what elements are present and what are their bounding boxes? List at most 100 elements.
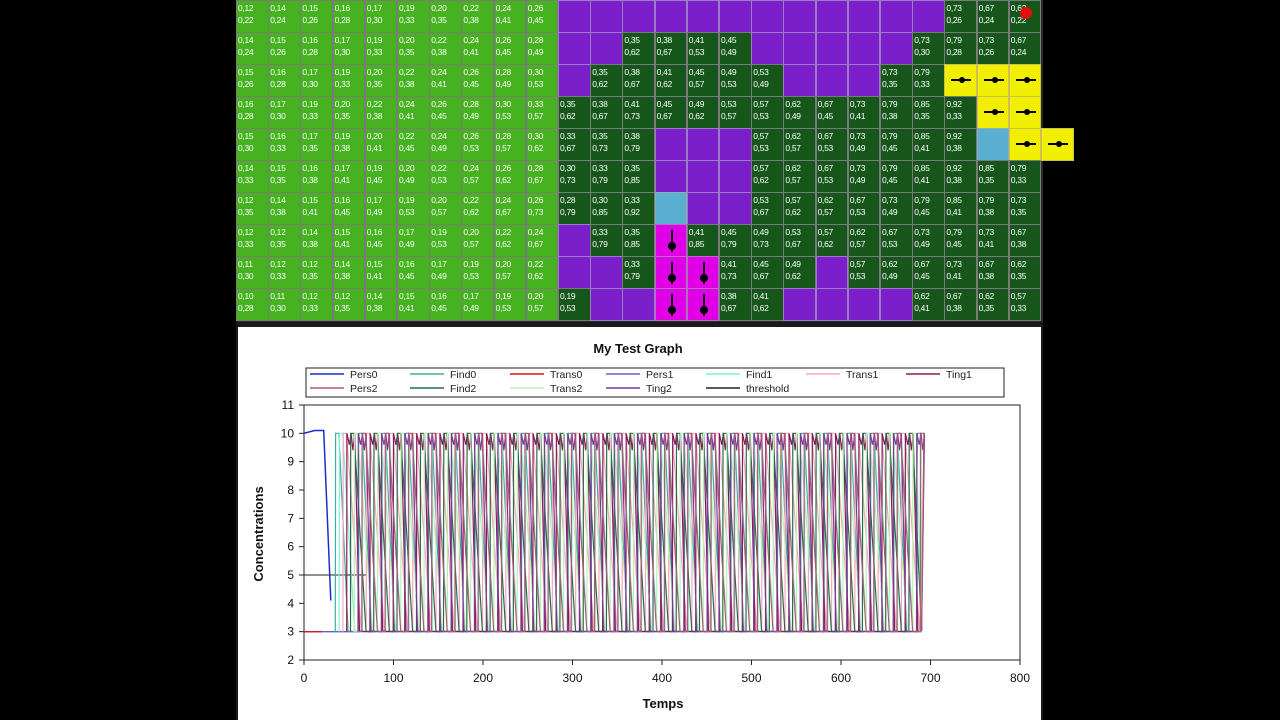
grid-cell[interactable]: 0,67 0,38: [944, 288, 978, 321]
grid-cell[interactable]: 0,12 0,35: [268, 224, 301, 257]
grid-cell[interactable]: 0,38 0,67: [719, 288, 752, 321]
grid-cell[interactable]: 0,20 0,49: [397, 160, 430, 193]
grid-cell[interactable]: [622, 0, 656, 33]
grid-cell[interactable]: [590, 0, 623, 33]
grid-cell[interactable]: 0,62 0,57: [847, 224, 881, 257]
grid-cell[interactable]: 0,62 0,57: [783, 128, 817, 161]
grid-cell[interactable]: [815, 288, 849, 321]
grid-cell[interactable]: 0,53 0,49: [751, 64, 784, 97]
grid-cell[interactable]: 0,73 0,30: [912, 32, 945, 65]
grid-cell[interactable]: 0,57 0,53: [847, 256, 881, 289]
grid-cell[interactable]: [847, 64, 881, 97]
grid-cell[interactable]: 0,62 0,35: [976, 288, 1010, 321]
grid-cell[interactable]: [976, 128, 1010, 161]
grid-cell[interactable]: 0,45 0,67: [751, 256, 784, 289]
grid-cell[interactable]: 0,20 0,57: [429, 192, 462, 225]
grid-cell[interactable]: 0,85 0,35: [912, 96, 945, 129]
grid-cell[interactable]: 0,41 0,85: [686, 224, 720, 257]
grid-cell[interactable]: 0,73 0,49: [847, 128, 881, 161]
grid-cell[interactable]: 0,49 0,53: [719, 64, 752, 97]
grid-cell[interactable]: 0,38 0,67: [590, 96, 623, 129]
grid-cell[interactable]: 0,11 0,30: [236, 256, 269, 289]
grid-cell[interactable]: 0,14 0,38: [332, 256, 366, 289]
grid-cell[interactable]: 0,15 0,30: [236, 128, 269, 161]
grid-cell[interactable]: 0,28 0,49: [461, 96, 495, 129]
grid-cell[interactable]: [622, 288, 656, 321]
grid-cell[interactable]: [751, 32, 784, 65]
grid-cell[interactable]: 0,22 0,38: [429, 32, 462, 65]
grid-cell[interactable]: [719, 192, 752, 225]
grid-cell[interactable]: 0,92 0,33: [944, 96, 978, 129]
grid-cell[interactable]: 0,67 0,53: [847, 192, 881, 225]
grid-cell[interactable]: 0,24 0,57: [461, 160, 495, 193]
grid-cell[interactable]: 0,33 0,92: [622, 192, 656, 225]
grid-cell[interactable]: 0,79 0,45: [880, 128, 913, 161]
grid-cell[interactable]: 0,16 0,33: [268, 128, 301, 161]
grid-cell[interactable]: 0,26 0,73: [525, 192, 559, 225]
grid-cell[interactable]: 0,12 0,35: [300, 256, 334, 289]
grid-cell[interactable]: 0,57 0,62: [783, 192, 817, 225]
grid-cell[interactable]: 0,28 0,67: [525, 160, 559, 193]
grid-cell[interactable]: 0,45 0,57: [686, 64, 720, 97]
grid-cell[interactable]: 0,33 0,79: [590, 224, 623, 257]
grid-cell[interactable]: [944, 64, 978, 97]
grid-cell[interactable]: 0,38 0,79: [622, 128, 656, 161]
grid-cell[interactable]: 0,26 0,45: [429, 96, 462, 129]
grid-cell[interactable]: 0,16 0,28: [332, 0, 366, 33]
grid-cell[interactable]: 0,79 0,33: [912, 64, 945, 97]
grid-cell[interactable]: 0,28 0,49: [525, 32, 559, 65]
grid-cell[interactable]: 0,12 0,35: [236, 192, 269, 225]
grid-cell[interactable]: 0,17 0,49: [364, 192, 398, 225]
grid-cell[interactable]: [783, 0, 817, 33]
grid-cell[interactable]: 0,22 0,45: [397, 128, 430, 161]
grid-cell[interactable]: 0,26 0,45: [461, 64, 495, 97]
grid-cell[interactable]: 0,28 0,49: [493, 64, 527, 97]
grid-cell[interactable]: [686, 192, 720, 225]
grid-cell[interactable]: 0,22 0,53: [429, 160, 462, 193]
grid-cell[interactable]: 0,16 0,45: [397, 256, 430, 289]
grid-cell[interactable]: 0,16 0,45: [364, 224, 398, 257]
grid-cell[interactable]: 0,28 0,79: [558, 192, 591, 225]
grid-cell[interactable]: [1041, 128, 1074, 161]
grid-cell[interactable]: 0,49 0,62: [686, 96, 720, 129]
grid-cell[interactable]: 0,24 0,41: [461, 32, 495, 65]
grid-cell[interactable]: 0,73 0,41: [976, 224, 1010, 257]
grid-cell[interactable]: 0,24 0,67: [493, 192, 527, 225]
grid-cell[interactable]: [686, 128, 720, 161]
grid-cell[interactable]: 0,62 0,57: [815, 192, 849, 225]
grid-cell[interactable]: 0,35 0,85: [622, 160, 656, 193]
grid-cell[interactable]: 0,45 0,49: [719, 32, 752, 65]
grid-cell[interactable]: [558, 0, 591, 33]
grid-cell[interactable]: [686, 160, 720, 193]
grid-cell[interactable]: 0,67 0,53: [815, 128, 849, 161]
grid-cell[interactable]: 0,30 0,73: [558, 160, 591, 193]
grid-cell[interactable]: 0,38 0,67: [654, 32, 688, 65]
grid-cell[interactable]: 0,15 0,26: [236, 64, 269, 97]
grid-cell[interactable]: 0,57 0,62: [815, 224, 849, 257]
grid-cell[interactable]: 0,11 0,30: [268, 288, 301, 321]
grid-cell[interactable]: 0,62 0,22: [1008, 0, 1042, 33]
grid-cell[interactable]: 0,19 0,33: [300, 96, 334, 129]
grid-cell[interactable]: [783, 32, 817, 65]
grid-cell[interactable]: 0,12 0,33: [268, 256, 301, 289]
grid-cell[interactable]: 0,20 0,57: [493, 256, 527, 289]
grid-cell[interactable]: 0,67 0,45: [912, 256, 945, 289]
grid-cell[interactable]: 0,24 0,41: [397, 96, 430, 129]
grid-cell[interactable]: 0,20 0,35: [397, 32, 430, 65]
grid-cell[interactable]: 0,79 0,45: [912, 192, 945, 225]
grid-cell[interactable]: 0,19 0,33: [332, 64, 366, 97]
grid-cell[interactable]: 0,38 0,67: [622, 64, 656, 97]
grid-cell[interactable]: 0,22 0,62: [525, 256, 559, 289]
grid-cell[interactable]: 0,16 0,45: [332, 192, 366, 225]
grid-cell[interactable]: 0,14 0,24: [268, 0, 301, 33]
grid-cell[interactable]: 0,62 0,35: [1008, 256, 1042, 289]
grid-cell[interactable]: 0,67 0,38: [1008, 224, 1042, 257]
grid-cell[interactable]: 0,15 0,35: [268, 160, 301, 193]
grid-cell[interactable]: [880, 32, 913, 65]
grid-cell[interactable]: 0,15 0,41: [332, 224, 366, 257]
grid-cell[interactable]: 0,30 0,85: [590, 192, 623, 225]
grid-cell[interactable]: [654, 256, 688, 289]
grid-cell[interactable]: 0,26 0,62: [493, 160, 527, 193]
grid-cell[interactable]: 0,20 0,57: [525, 288, 559, 321]
grid-cell[interactable]: 0,14 0,38: [300, 224, 334, 257]
